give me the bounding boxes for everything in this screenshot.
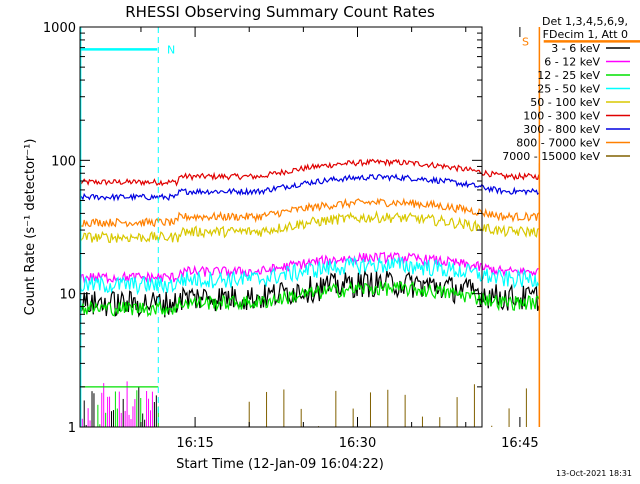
annotation-layer: NS [80, 27, 640, 427]
s-label: S [522, 35, 529, 48]
y-tick-label: 100 [51, 154, 76, 169]
x-axis-label: Start Time (12-Jan-09 16:04:22) [176, 457, 384, 472]
series-line-100-300 [79, 158, 540, 187]
series-line-25-50 [79, 256, 540, 296]
x-tick-label: 16:45 [501, 436, 538, 451]
series-line-50-100 [79, 210, 540, 244]
data-layer [79, 158, 540, 427]
x-tick-label: 16:30 [339, 436, 376, 451]
legend-label: 7000 - 15000 keV [502, 150, 600, 163]
legend-label: 6 - 12 keV [544, 56, 600, 69]
legend-label: 25 - 50 keV [537, 83, 600, 96]
y-tick-label: 10 [59, 288, 76, 303]
plot-frame [79, 26, 483, 428]
legend-label: 800 - 7000 keV [516, 137, 600, 150]
legend-label: 50 - 100 keV [530, 96, 600, 109]
series-line-12-25 [79, 281, 540, 318]
legend-label: 100 - 300 keV [523, 110, 600, 123]
n-label: N [167, 43, 175, 56]
series-line-6-12 [79, 251, 539, 285]
legend-header-line-1: Det 1,3,4,5,6,9, [542, 15, 628, 28]
legend-label: 300 - 800 keV [523, 123, 600, 136]
y-tick-label: 1 [68, 421, 76, 436]
series-line-300-800 [79, 173, 540, 202]
legend-label: 3 - 6 keV [551, 42, 600, 55]
x-tick-label: 16:15 [176, 436, 213, 451]
chart-title: RHESSI Observing Summary Count Rates [125, 3, 435, 21]
legend-label: 12 - 25 keV [537, 69, 600, 82]
y-tick-label: 1000 [43, 21, 76, 36]
legend-header-line-2: FDecim 1, Att 0 [543, 28, 628, 41]
series-line-800-7000 [80, 197, 540, 228]
y-axis-label: Count Rate (s⁻¹ detector⁻¹) [23, 139, 38, 316]
footer-date: 13-Oct-2021 18:31 [556, 469, 632, 478]
